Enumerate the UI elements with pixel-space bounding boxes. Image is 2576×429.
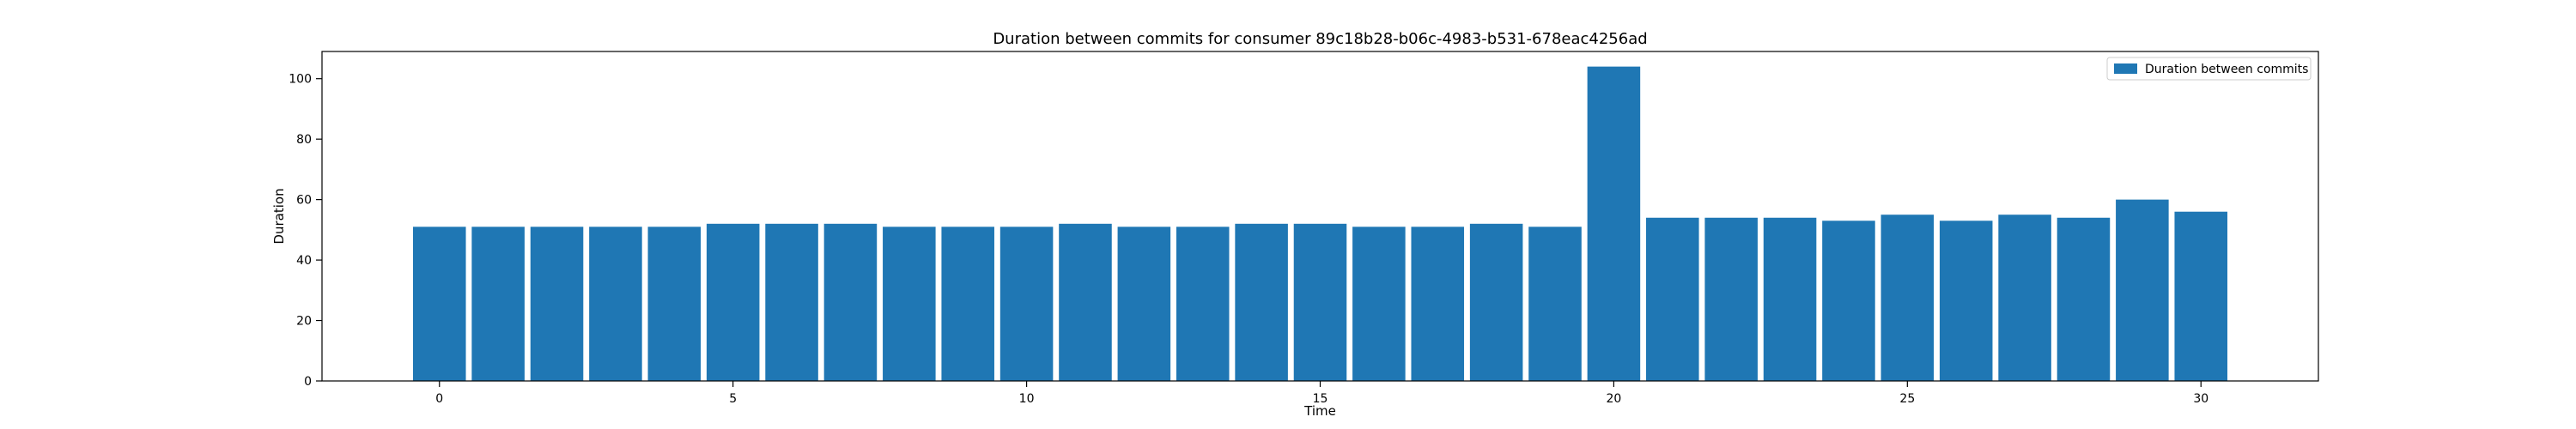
bar-24 [1822, 221, 1875, 381]
bar-18 [1469, 223, 1523, 381]
x-tick-label-20: 20 [1606, 392, 1621, 406]
legend-swatch [2114, 63, 2137, 74]
legend: Duration between commits [2106, 57, 2312, 81]
y-axis: 0 20 40 60 80 100 [289, 73, 322, 389]
legend-entry: Duration between commits [2145, 63, 2308, 76]
chart-title: Duration between commits for consumer 89… [993, 30, 1647, 48]
bar-22 [1704, 217, 1758, 381]
y-tick-label-100: 100 [289, 73, 312, 87]
bar-0 [412, 227, 466, 381]
bars-group [412, 66, 2228, 381]
y-tick-label-0: 0 [304, 375, 312, 389]
bar-5 [706, 223, 760, 381]
bar-27 [1998, 214, 2051, 381]
bar-30 [2174, 211, 2228, 381]
bar-7 [823, 223, 878, 381]
bar-14 [1235, 223, 1288, 381]
bar-9 [941, 227, 994, 381]
bar-25 [1880, 214, 1935, 381]
bar-26 [1939, 221, 1993, 381]
bar-29 [2116, 199, 2169, 381]
bar-12 [1117, 227, 1171, 381]
y-tick-label-80: 80 [296, 133, 312, 147]
x-tick-label-25: 25 [1899, 392, 1915, 406]
bar-21 [1646, 217, 1699, 381]
y-tick-label-40: 40 [296, 254, 312, 268]
bar-16 [1352, 227, 1406, 381]
bar-20 [1587, 66, 1641, 381]
bar-3 [589, 227, 642, 381]
bar-23 [1763, 217, 1817, 381]
x-tick-label-15: 15 [1313, 392, 1328, 406]
bar-13 [1176, 227, 1230, 381]
y-axis-label: Duration [271, 188, 287, 244]
y-tick-label-20: 20 [296, 315, 312, 329]
x-tick-label-10: 10 [1019, 392, 1035, 406]
bar-17 [1411, 227, 1465, 381]
x-tick-label-0: 0 [435, 392, 443, 406]
bar-28 [2057, 217, 2111, 381]
bar-1 [471, 227, 525, 381]
bar-4 [647, 227, 702, 381]
bar-10 [999, 227, 1054, 381]
bar-6 [765, 223, 818, 381]
bar-11 [1059, 223, 1112, 381]
bar-19 [1528, 227, 1582, 381]
legend-box [2106, 57, 2312, 81]
x-tick-label-30: 30 [2193, 392, 2208, 406]
x-axis-label: Time [1303, 403, 1336, 419]
bar-8 [883, 227, 936, 381]
x-tick-label-5: 5 [729, 392, 737, 406]
bar-15 [1293, 223, 1347, 381]
x-axis: 0 5 10 15 20 25 30 [435, 381, 2208, 406]
bar-2 [530, 227, 584, 381]
y-tick-label-60: 60 [296, 194, 312, 208]
